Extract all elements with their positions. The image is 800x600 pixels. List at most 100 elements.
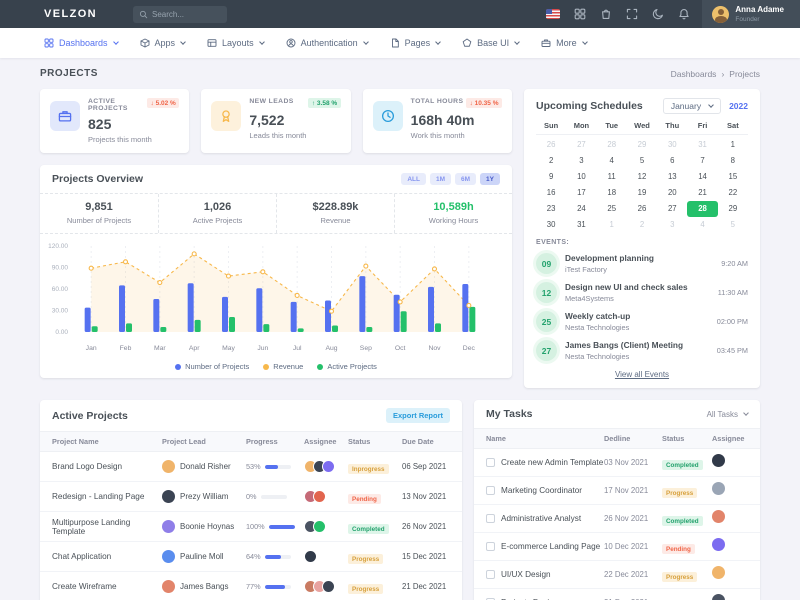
calendar-day-31[interactable]: 31 — [577, 220, 586, 229]
project-lead: Pauline Moll — [162, 550, 246, 563]
stat-note: Work this month — [410, 131, 465, 140]
breadcrumb-item-dashboards[interactable]: Dashboards — [670, 68, 717, 79]
calendar-day-24[interactable]: 24 — [577, 204, 586, 213]
calendar-day-10[interactable]: 10 — [577, 172, 586, 181]
export-report-button[interactable]: Export Report — [385, 408, 450, 423]
status-cell: Pending — [662, 594, 712, 600]
calendar-day-27[interactable]: 27 — [667, 204, 677, 213]
upcoming-schedules-card: Upcoming Schedules January 2022 Sun Mon Tu… — [524, 89, 760, 388]
calendar-day-4[interactable]: 4 — [700, 220, 705, 229]
calendar-day-26[interactable]: 26 — [637, 204, 647, 213]
cart-icon[interactable] — [600, 8, 612, 20]
range-button-1m[interactable]: 1M — [429, 173, 452, 185]
search-input[interactable] — [152, 9, 215, 19]
stat-cards: ACTIVE PROJECTS ↓ 5.02 % 825 Projects this … — [40, 89, 512, 153]
projects-overview-chart: 0.00 30.00 60.00 90.00 120.00 Jan Feb Mar Apr May… — [40, 234, 512, 361]
calendar-day-2[interactable]: 2 — [548, 156, 554, 165]
calendar-day-14[interactable]: 14 — [698, 172, 707, 181]
calendar-day-9[interactable]: 9 — [548, 172, 554, 181]
language-flag-icon[interactable] — [546, 9, 561, 19]
fullscreen-icon[interactable] — [626, 8, 638, 20]
calendar-day-27[interactable]: 27 — [577, 140, 586, 149]
calendar-day-30[interactable]: 30 — [546, 220, 556, 229]
calendar-day-21[interactable]: 21 — [698, 188, 707, 197]
menu-item-apps[interactable]: Apps — [140, 38, 186, 48]
calendar-day-22[interactable]: 22 — [728, 188, 738, 197]
chart-legend: Number of Projects Revenue Active Projects — [40, 361, 512, 378]
menu-item-authentication[interactable]: Authentication — [286, 38, 369, 48]
menu-item-dashboards[interactable]: Dashboards — [44, 38, 119, 48]
calendar-day-30[interactable]: 30 — [667, 140, 677, 149]
calendar-day-29[interactable]: 29 — [728, 204, 738, 213]
topbar-search[interactable] — [133, 5, 228, 23]
calendar-day-15[interactable]: 15 — [728, 172, 738, 181]
calendar-day-6[interactable]: 6 — [670, 156, 675, 165]
calendar-day-3[interactable]: 3 — [579, 156, 584, 165]
task-checkbox[interactable] — [486, 514, 495, 523]
calendar-day-23[interactable]: 23 — [546, 204, 556, 213]
assignee-avatars — [304, 550, 348, 563]
calendar-day-17[interactable]: 17 — [577, 188, 586, 197]
project-row-brand-logo-design: Brand Logo Design Donald Risher 53% Inprogr… — [40, 452, 462, 482]
apps-grid-icon[interactable] — [574, 8, 586, 20]
event-company: Meta4Systems — [565, 293, 614, 303]
calendar-day-31[interactable]: 31 — [698, 140, 707, 149]
calendar-day-1[interactable]: 1 — [609, 220, 614, 229]
avatar — [162, 490, 175, 503]
menu-item-layouts[interactable]: Layouts — [207, 38, 265, 48]
calendar-day-13[interactable]: 13 — [667, 172, 677, 181]
user-menu[interactable]: Anna Adame Founder — [702, 0, 800, 28]
calendar-day-28[interactable]: 28 — [687, 201, 718, 217]
calendar-day-18[interactable]: 18 — [607, 188, 617, 197]
user-icon — [286, 38, 296, 48]
calendar-day-8[interactable]: 8 — [730, 156, 736, 165]
task-checkbox[interactable] — [486, 458, 495, 467]
calendar-day-11[interactable]: 11 — [607, 172, 616, 181]
range-button-all[interactable]: ALL — [401, 173, 426, 185]
range-button-6m[interactable]: 6M — [455, 173, 477, 185]
calendar-day-2[interactable]: 2 — [639, 220, 645, 229]
project-lead: Donald Risher — [162, 460, 246, 473]
progress-fill — [264, 554, 282, 559]
user-role: Founder — [735, 15, 760, 23]
view-all-events-link[interactable]: View all Events — [614, 370, 670, 379]
calendar-day-25[interactable]: 25 — [607, 204, 617, 213]
menu-item-pages[interactable]: Pages — [390, 38, 441, 48]
calendar-day-20[interactable]: 20 — [667, 188, 677, 197]
task-deadline: 26 Nov 2021 — [604, 514, 649, 523]
calendar-day-19[interactable]: 19 — [637, 188, 647, 197]
calendar-day-5[interactable]: 5 — [730, 220, 736, 229]
calendar-day-5[interactable]: 5 — [639, 156, 645, 165]
calendar-day-29[interactable]: 29 — [637, 140, 647, 149]
assignee-cell — [712, 509, 748, 528]
calendar-day-7[interactable]: 7 — [700, 156, 705, 165]
calendar-day-12[interactable]: 12 — [637, 172, 647, 181]
task-checkbox[interactable] — [486, 542, 495, 551]
stat-card-active-projects: ACTIVE PROJECTS ↓ 5.02 % 825 Projects this … — [40, 89, 190, 153]
event-info: Weekly catch-up Nesta Technologies — [565, 311, 709, 332]
calendar-day-1[interactable]: 1 — [730, 140, 736, 149]
calendar-day-4[interactable]: 4 — [609, 156, 614, 165]
project-row-chat-application: Chat Application Pauline Moll 64% Progress 1… — [40, 542, 462, 572]
task-checkbox[interactable] — [486, 570, 495, 579]
menu-item-base-ui[interactable]: Base UI — [462, 38, 521, 48]
range-button-1y[interactable]: 1Y — [480, 173, 500, 185]
chevron-down-icon — [435, 39, 441, 45]
calendar-day-28[interactable]: 28 — [607, 140, 617, 149]
calendar-day-3[interactable]: 3 — [670, 220, 675, 229]
task-name-cell: E-commerce Landing Page — [486, 542, 604, 551]
notifications-bell-icon[interactable] — [678, 8, 690, 20]
task-name-cell: Administrative Analyst — [486, 514, 604, 523]
month-select[interactable]: January — [662, 98, 722, 114]
calendar-day-26[interactable]: 26 — [546, 140, 556, 149]
brand-logo[interactable]: VELZON — [44, 8, 98, 20]
task-checkbox[interactable] — [486, 486, 495, 495]
task-checkbox[interactable] — [486, 598, 495, 600]
tasks-filter-dropdown[interactable]: All Tasks — [707, 410, 749, 419]
dark-mode-moon-icon[interactable] — [652, 8, 664, 20]
status-cell: Progress — [348, 578, 402, 596]
avatar — [313, 490, 326, 503]
calendar-day-16[interactable]: 16 — [546, 188, 556, 197]
menu-item-more[interactable]: More — [541, 38, 588, 48]
legend-dot — [175, 363, 182, 370]
